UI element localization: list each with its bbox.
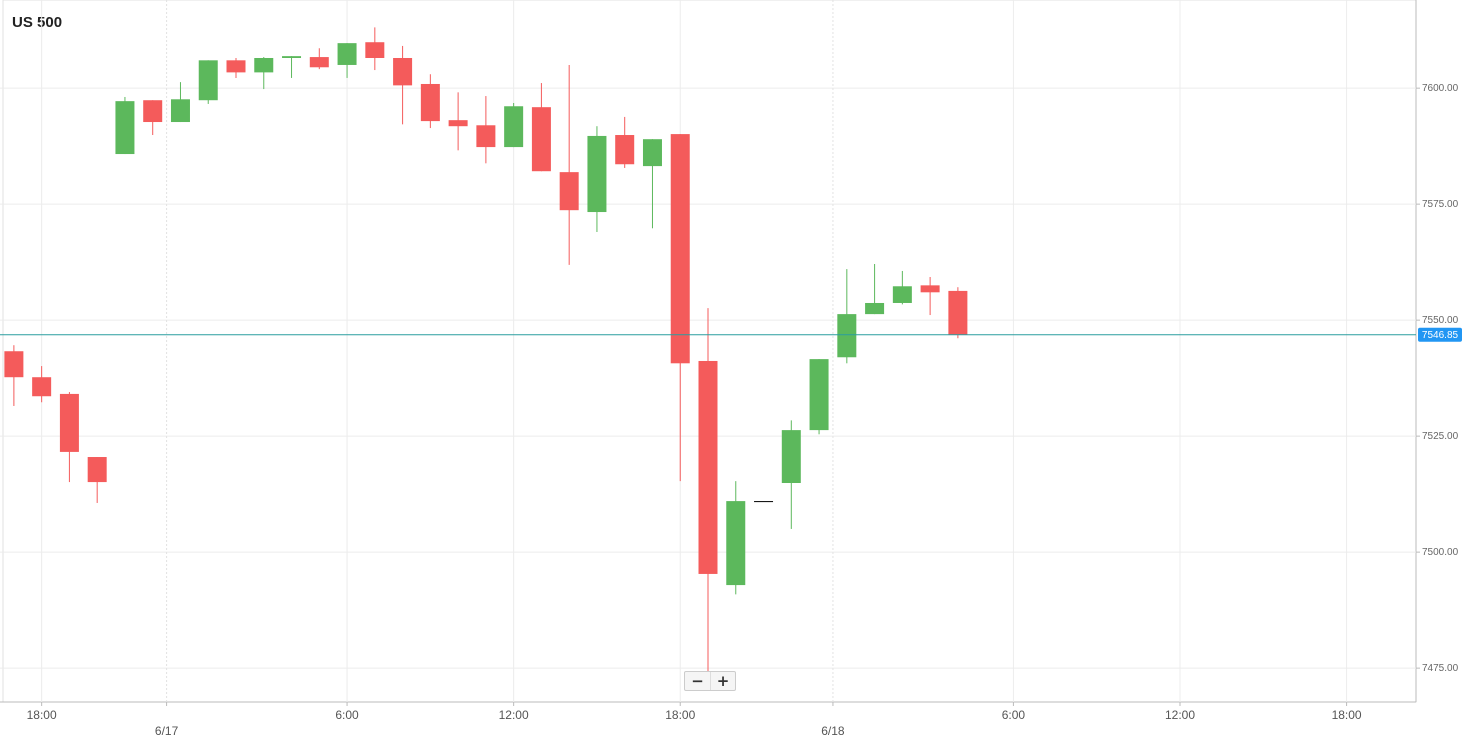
candle-body bbox=[337, 43, 357, 65]
candle-body bbox=[32, 377, 52, 397]
chart-title: US 500 bbox=[12, 14, 62, 31]
candle-body bbox=[4, 351, 24, 378]
zoom-controls: − + bbox=[684, 671, 736, 691]
candle-body bbox=[59, 393, 79, 452]
candle-body bbox=[420, 83, 440, 122]
candle-body bbox=[476, 125, 496, 148]
candle-body bbox=[198, 60, 218, 101]
candle-body bbox=[670, 134, 690, 364]
candle-body bbox=[920, 285, 940, 293]
candle-body bbox=[282, 56, 302, 58]
candle-body bbox=[642, 139, 662, 167]
candle-body bbox=[809, 359, 829, 431]
candle-body bbox=[892, 286, 912, 303]
x-tick-label: 18:00 bbox=[27, 708, 57, 722]
candle-body bbox=[115, 101, 135, 155]
candle-body bbox=[448, 120, 468, 127]
candle-body bbox=[559, 172, 579, 211]
candle-body bbox=[87, 457, 107, 483]
y-tick-label: 7500.00 bbox=[1422, 547, 1459, 558]
zoom-out-button[interactable]: − bbox=[685, 672, 710, 690]
candle-body bbox=[170, 99, 190, 123]
x-tick-label: 6:00 bbox=[1002, 708, 1026, 722]
candle-body bbox=[726, 501, 746, 586]
last-price-label: 7546.85 bbox=[1422, 330, 1459, 341]
candle-body bbox=[531, 107, 551, 172]
candle-body bbox=[781, 430, 801, 484]
y-tick-label: 7525.00 bbox=[1422, 431, 1459, 442]
plot-frame bbox=[2, 0, 1417, 703]
date-label: 6/17 bbox=[155, 724, 179, 738]
x-tick-label: 6:00 bbox=[335, 708, 359, 722]
y-tick-label: 7475.00 bbox=[1422, 663, 1459, 674]
x-tick-label: 18:00 bbox=[1332, 708, 1362, 722]
x-tick-label: 18:00 bbox=[665, 708, 695, 722]
candle-body bbox=[698, 360, 718, 574]
candle-body bbox=[504, 106, 524, 148]
candle-body bbox=[226, 60, 246, 73]
candle-body bbox=[837, 314, 857, 358]
candle-body bbox=[365, 42, 385, 58]
last-price-badge bbox=[1418, 327, 1462, 342]
candle-body bbox=[865, 302, 885, 315]
date-label: 6/18 bbox=[821, 724, 845, 738]
x-tick-label: 12:00 bbox=[499, 708, 529, 722]
candle-body bbox=[309, 57, 329, 68]
y-tick-label: 7575.00 bbox=[1422, 199, 1459, 210]
candle-body bbox=[754, 501, 774, 503]
y-tick-label: 7600.00 bbox=[1422, 83, 1459, 94]
zoom-in-button[interactable]: + bbox=[710, 672, 735, 690]
candle-body bbox=[615, 135, 635, 165]
candle-body bbox=[393, 57, 413, 86]
x-tick-label: 12:00 bbox=[1165, 708, 1195, 722]
candle-body bbox=[948, 290, 968, 335]
candle-body bbox=[254, 57, 274, 73]
y-tick-label: 7550.00 bbox=[1422, 315, 1459, 326]
candle-body bbox=[587, 135, 607, 213]
candle-body bbox=[143, 100, 163, 123]
